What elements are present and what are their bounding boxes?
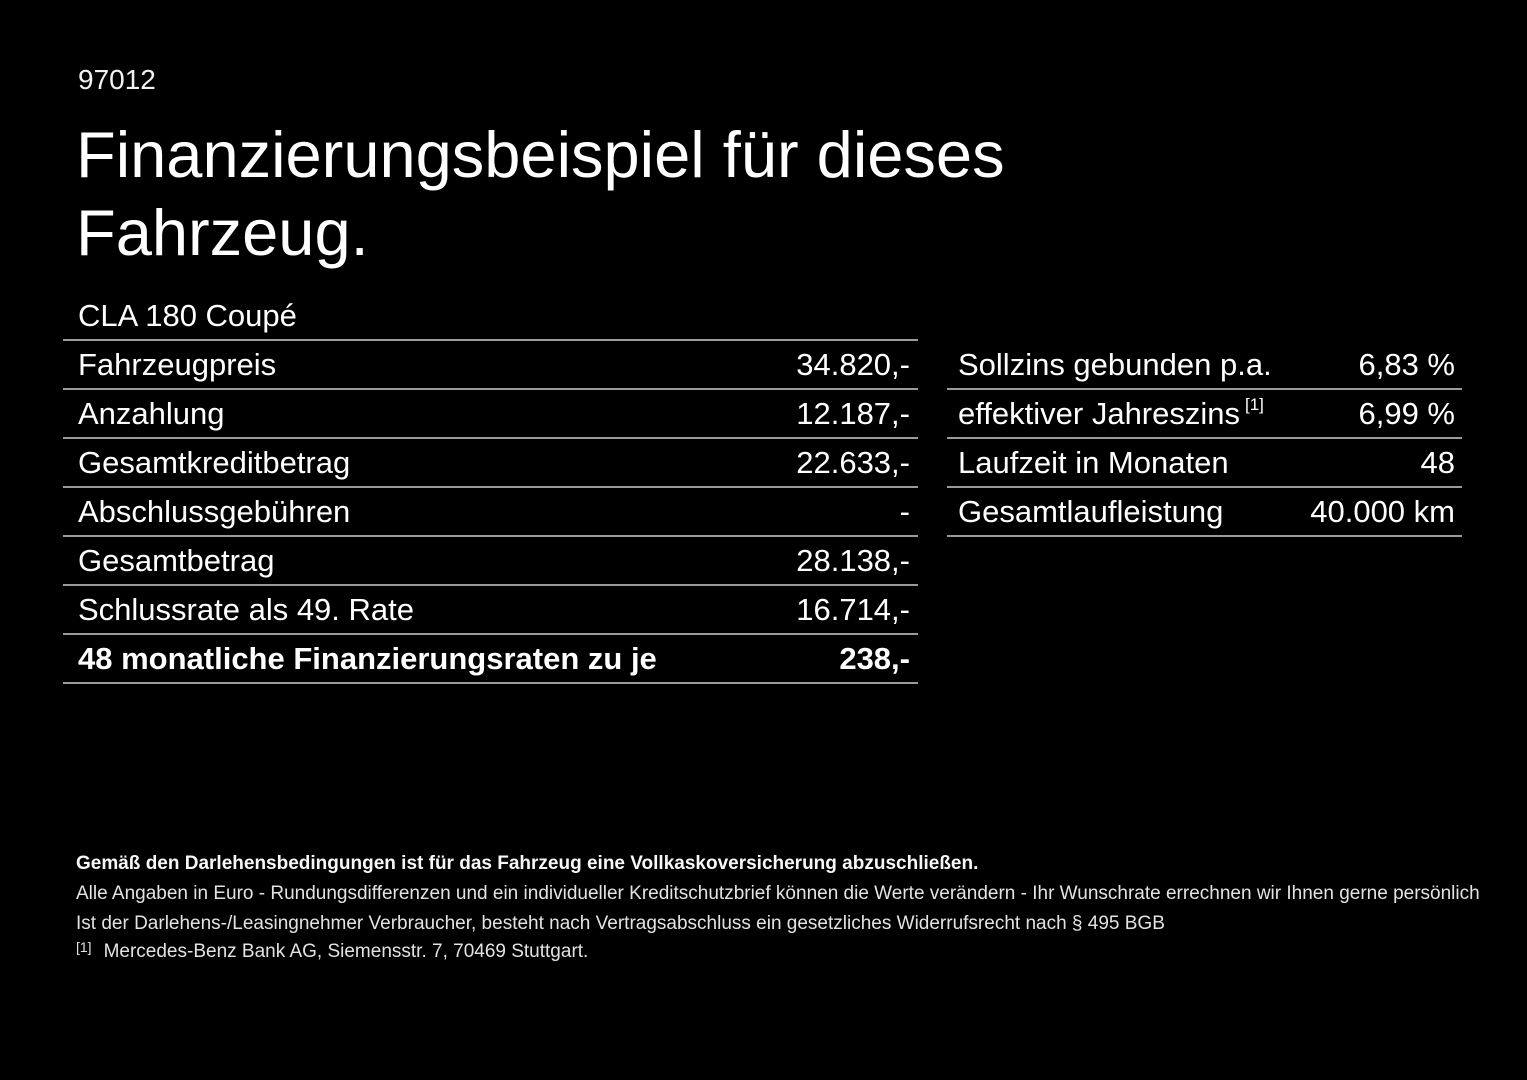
page-title: Finanzierungsbeispiel für dieses Fahrzeu… (76, 116, 1005, 272)
table-row-monthly-rate-total: 48 monatliche Finanzierungsraten zu je 2… (63, 635, 918, 684)
row-label: Gesamtkreditbetrag (78, 444, 351, 480)
row-label: Schlussrate als 49. Rate (78, 591, 415, 627)
row-label: Gesamtbetrag (78, 542, 275, 578)
row-label: effektiver Jahreszins [1] (958, 396, 1264, 432)
row-label: Fahrzeugpreis (78, 346, 277, 382)
bank-footnote: [1] Mercedes-Benz Bank AG, Siemensstr. 7,… (76, 938, 588, 966)
footnote-marker: [1] (76, 939, 92, 955)
table-row-schlussrate: Schlussrate als 49. Rate 16.714,- (63, 586, 918, 635)
table-row-effektiver-jahreszins: effektiver Jahreszins [1] 6,99 % (947, 390, 1462, 439)
row-value: 6,83 % (1358, 346, 1455, 382)
table-row-gesamtkreditbetrag: Gesamtkreditbetrag 22.633,- (63, 439, 918, 488)
withdrawal-note: Ist der Darlehens-/Leasingnehmer Verbrau… (76, 913, 1165, 934)
table-row-gesamtbetrag: Gesamtbetrag 28.138,- (63, 537, 918, 586)
row-value: - (899, 493, 910, 529)
insurance-note: Gemäß den Darlehensbedingungen ist für d… (76, 853, 979, 874)
row-label: Abschlussgebühren (78, 493, 351, 529)
table-row-fahrzeugpreis: Fahrzeugpreis 34.820,- (63, 341, 918, 390)
row-label: Anzahlung (78, 395, 225, 431)
footnote-text: Mercedes-Benz Bank AG, Siemensstr. 7, 70… (103, 941, 589, 962)
disclaimer-block: Gemäß den Darlehensbedingungen ist für d… (76, 849, 1480, 939)
row-label-text: effektiver Jahreszins (958, 395, 1240, 431)
row-value: 48 (1420, 444, 1455, 480)
finance-table: Fahrzeugpreis 34.820,- Anzahlung 12.187,… (63, 339, 918, 684)
document-number: 97012 (78, 64, 156, 95)
row-value: 22.633,- (796, 444, 910, 480)
row-label: Laufzeit in Monaten (958, 444, 1229, 480)
rounding-note: Alle Angaben in Euro - Rundungsdifferenz… (76, 883, 1480, 904)
conditions-table: Sollzins gebunden p.a. 6,83 % effektiver… (947, 341, 1462, 537)
row-label: Gesamtlaufleistung (958, 493, 1224, 529)
row-label: 48 monatliche Finanzierungsraten zu je (78, 640, 657, 676)
table-row-abschlussgebuehren: Abschlussgebühren - (63, 488, 918, 537)
row-value: 16.714,- (796, 591, 910, 627)
table-row-sollzins: Sollzins gebunden p.a. 6,83 % (947, 341, 1462, 390)
vehicle-model: CLA 180 Coupé (78, 298, 297, 333)
page-title-line-1: Finanzierungsbeispiel für dieses (76, 118, 1005, 191)
row-label: Sollzins gebunden p.a. (958, 346, 1272, 382)
row-value: 6,99 % (1358, 395, 1455, 431)
row-value: 28.138,- (796, 542, 910, 578)
row-value: 238,- (839, 640, 910, 676)
page-title-line-2: Fahrzeug. (76, 196, 369, 269)
row-value: 40.000 km (1310, 493, 1455, 529)
footnote-marker: [1] (1245, 395, 1264, 415)
row-value: 12.187,- (796, 395, 910, 431)
table-row-gesamtlaufleistung: Gesamtlaufleistung 40.000 km (947, 488, 1462, 537)
table-row-anzahlung: Anzahlung 12.187,- (63, 390, 918, 439)
row-value: 34.820,- (796, 346, 910, 382)
table-row-laufzeit: Laufzeit in Monaten 48 (947, 439, 1462, 488)
